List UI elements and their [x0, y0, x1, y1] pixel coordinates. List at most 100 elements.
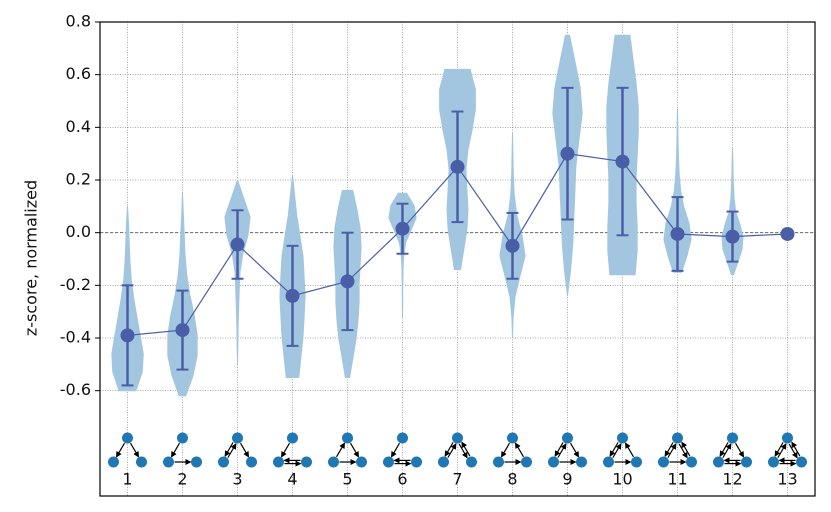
motif-icon	[383, 432, 422, 468]
motif-node	[713, 456, 724, 468]
motif-node	[631, 456, 642, 468]
x-tick-label: 10	[612, 470, 632, 489]
x-tick-label: 5	[342, 470, 352, 489]
motif-edge	[461, 441, 471, 457]
x-tick-label: 11	[667, 470, 687, 489]
motif-edge	[774, 442, 784, 457]
y-tick-label: 0.2	[66, 170, 91, 189]
x-tick-label: 1	[122, 470, 132, 489]
motif-edge	[612, 443, 622, 458]
y-tick-label: -0.2	[60, 275, 91, 294]
motif-edge	[350, 442, 359, 458]
motif-node	[342, 432, 353, 444]
motif-icon	[658, 432, 697, 468]
x-tick-label: 13	[777, 470, 797, 489]
motif-edge	[625, 442, 634, 458]
motif-node	[686, 456, 697, 468]
x-tick-label: 4	[287, 470, 297, 489]
motif-edge	[501, 442, 510, 458]
motif-icon	[493, 432, 532, 468]
motif-node	[246, 456, 257, 468]
motif-node	[232, 432, 243, 444]
mean-marker	[175, 323, 190, 338]
motif-edge	[171, 442, 180, 458]
x-tick-label: 3	[232, 470, 242, 489]
x-tick-label: 2	[177, 470, 187, 489]
x-tick-label: 6	[397, 470, 407, 489]
motif-node	[576, 456, 587, 468]
motif-node	[658, 456, 669, 468]
y-tick-label: 0.0	[66, 222, 91, 241]
motif-edge	[667, 443, 677, 458]
motif-edge	[609, 442, 619, 457]
mean-marker	[780, 226, 795, 241]
motif-node	[356, 456, 367, 468]
motif-node	[287, 432, 298, 444]
mean-marker	[450, 159, 465, 174]
motif-icon	[768, 432, 807, 468]
motif-icon	[438, 432, 477, 468]
x-tick-label: 9	[562, 470, 572, 489]
motif-node	[108, 456, 119, 468]
mean-marker	[285, 288, 300, 303]
motif-edge	[777, 443, 787, 458]
motif-edge	[722, 443, 732, 458]
motif-icon	[548, 432, 587, 468]
motif-node	[603, 456, 614, 468]
mean-marker	[670, 226, 685, 241]
motif-icon	[328, 432, 367, 468]
motif-edge	[791, 441, 801, 457]
motif-edge	[515, 442, 524, 458]
motif-node	[301, 456, 312, 468]
motif-icon	[273, 432, 312, 468]
mean-marker	[725, 229, 740, 244]
motif-node	[218, 456, 229, 468]
mean-marker	[560, 146, 575, 161]
motif-node	[617, 432, 628, 444]
mean-marker	[395, 221, 410, 236]
motif-edge	[116, 442, 125, 458]
motif-node	[768, 456, 779, 468]
y-tick-label: 0.6	[66, 64, 91, 83]
motif-edge	[458, 443, 468, 459]
y-tick-label: 0.8	[66, 12, 91, 31]
mean-marker	[340, 274, 355, 289]
motif-edge	[224, 442, 234, 457]
motif-edge	[444, 442, 454, 457]
motif-node	[521, 456, 532, 468]
motif-edge	[336, 442, 345, 458]
motif-edge	[735, 442, 744, 458]
y-axis-label: z-score, normalized	[22, 180, 41, 336]
motif-node	[727, 432, 738, 444]
motif-node	[548, 456, 559, 468]
motif-edge	[681, 441, 691, 457]
motif-edge	[570, 442, 579, 458]
y-tick-label: 0.4	[66, 117, 91, 136]
motif-icon	[603, 432, 642, 468]
motif-edge	[557, 443, 567, 458]
motif-node	[796, 456, 807, 468]
motif-edge	[678, 443, 688, 459]
motif-node	[273, 456, 284, 468]
motif-node	[122, 432, 133, 444]
motif-edge	[130, 442, 139, 458]
motif-node	[136, 456, 147, 468]
motif-node	[397, 432, 408, 444]
motif-edge	[788, 443, 798, 459]
motif-node	[191, 456, 202, 468]
y-tick-label: -0.6	[60, 380, 91, 399]
motif-edge	[391, 442, 400, 458]
motif-edge	[227, 443, 237, 458]
x-tick-label: 12	[722, 470, 742, 489]
motif-edge	[719, 442, 729, 457]
motif-node	[411, 456, 422, 468]
motif-node	[466, 456, 477, 468]
mean-marker	[615, 154, 630, 169]
motif-node	[163, 456, 174, 468]
plot-frame	[99, 21, 816, 497]
motif-edge	[664, 442, 674, 457]
x-tick-label: 7	[452, 470, 462, 489]
mean-marker	[505, 238, 520, 253]
motif-edge	[240, 442, 249, 458]
